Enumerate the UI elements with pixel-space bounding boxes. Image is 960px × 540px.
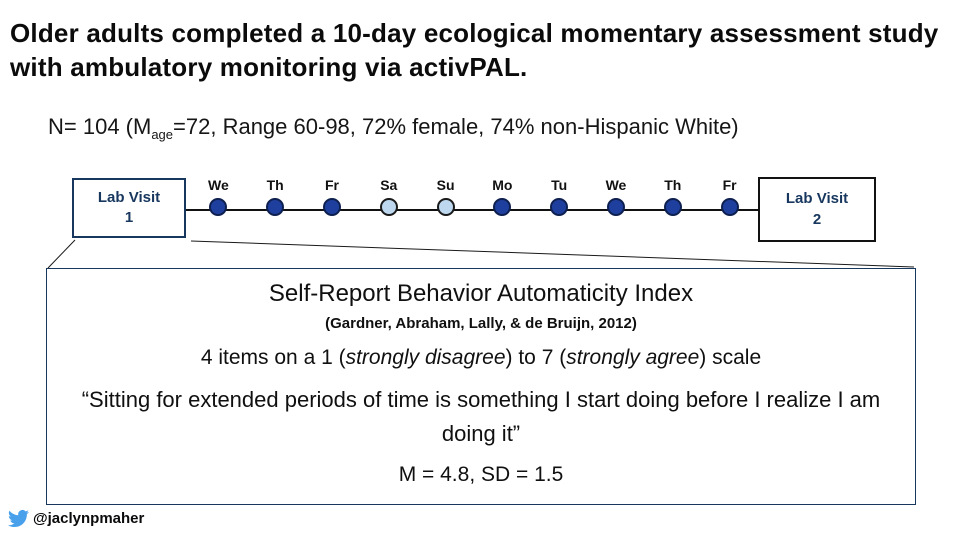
scale-post: ) scale [699, 346, 762, 369]
timeline-day: Sa [367, 177, 411, 225]
day-dot-icon [663, 198, 682, 216]
timeline-day: Tu [537, 177, 581, 225]
timeline-day: Fr [310, 177, 354, 225]
timeline-day: Th [253, 177, 297, 225]
day-label: Mo [492, 177, 513, 193]
scale-pre: 4 items on a 1 ( [200, 346, 346, 369]
lab-visit-2-label: Lab Visit [785, 190, 849, 208]
day-dot-icon [322, 198, 341, 216]
measure-citation: (Gardner, Abraham, Lally, & de Bruijn, 2… [325, 315, 637, 332]
sample-description-pre: N= 104 (M [48, 114, 152, 139]
sample-description: N= 104 (Mage=72, Range 60-98, 72% female… [48, 114, 948, 142]
scale-anchor-high: strongly agree [566, 346, 700, 369]
lab-visit-1-label: Lab Visit [97, 188, 161, 206]
timeline-day: We [196, 177, 240, 225]
day-label: We [605, 177, 627, 193]
sample-description-post: =72, Range 60-98, 72% female, 74% non-Hi… [173, 114, 739, 139]
timeline-day: Su [424, 177, 468, 225]
day-dot-icon [436, 198, 455, 216]
scale-anchor-low: strongly disagree [345, 346, 506, 369]
measure-heading: Self-Report Behavior Automaticity Index [268, 280, 694, 307]
day-label: Tu [551, 177, 568, 193]
lab-visit-1-number: 1 [124, 209, 134, 226]
slide-title: Older adults completed a 10-day ecologic… [10, 18, 939, 82]
day-label: Fr [722, 177, 737, 193]
footer: @jaclynpmaher [6, 508, 144, 529]
example-item-quote: “Sitting for extended periods of time is… [81, 387, 881, 446]
day-dot-icon [266, 198, 285, 216]
timeline-days: We Th Fr Sa Su Mo Tu We Th Fr [190, 177, 758, 225]
day-dot-icon [720, 198, 739, 216]
measure-scale-line: 4 items on a 1 (strongly disagree) to 7 … [47, 346, 915, 370]
day-dot-icon [550, 198, 569, 216]
lab-visit-1-box: Lab Visit 1 [72, 178, 186, 238]
day-label: We [208, 177, 229, 193]
day-dot-icon [493, 198, 512, 216]
timeline-day: Mo [480, 177, 524, 225]
day-dot-icon [606, 198, 625, 216]
day-dot-icon [209, 198, 228, 216]
day-label: Th [266, 177, 284, 193]
age-subscript: age [151, 127, 174, 142]
timeline-day: We [594, 177, 638, 225]
measure-stats: M = 4.8, SD = 1.5 [398, 463, 564, 486]
day-label: Su [436, 177, 455, 193]
day-label: Fr [324, 177, 339, 193]
lab-visit-2-number: 2 [812, 210, 822, 228]
measure-box: Self-Report Behavior Automaticity Index … [46, 268, 916, 505]
twitter-handle: @jaclynpmaher [33, 510, 145, 527]
lab-visit-2-box: Lab Visit 2 [758, 177, 876, 242]
day-dot-icon [379, 198, 398, 216]
day-label: Sa [380, 177, 398, 193]
twitter-bird-icon [8, 509, 29, 528]
scale-mid: ) to 7 ( [505, 346, 567, 369]
timeline-day: Th [651, 177, 695, 225]
timeline-day: Fr [708, 177, 752, 225]
timeline-axis [186, 209, 760, 211]
day-label: Th [664, 177, 682, 193]
